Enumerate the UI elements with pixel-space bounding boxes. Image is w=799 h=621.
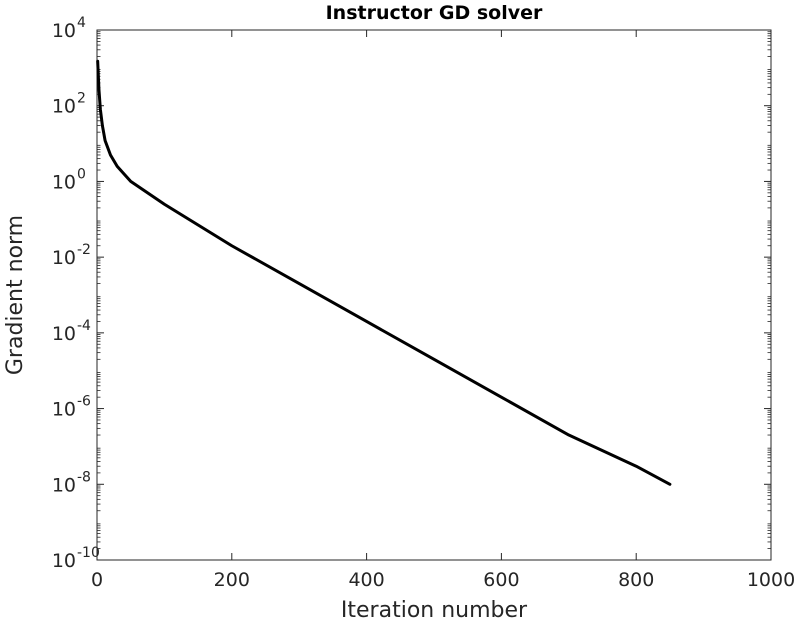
y-tick-label: 10 <box>52 96 76 118</box>
y-tick-label: 10 <box>52 323 76 345</box>
y-tick-exponent: 4 <box>77 15 86 31</box>
y-tick-exponent: 0 <box>77 166 86 182</box>
y-tick-label: 10 <box>52 20 76 42</box>
y-tick-exponent: -6 <box>77 394 91 410</box>
y-tick-label: 10 <box>52 474 76 496</box>
y-tick-label: 10 <box>52 399 76 421</box>
y-tick-label: 10 <box>52 171 76 193</box>
y-tick-exponent: -8 <box>77 469 91 485</box>
y-tick-label: 10 <box>52 247 76 269</box>
x-tick-label: 0 <box>91 569 103 591</box>
x-axis-label: Iteration number <box>341 598 528 621</box>
y-tick-exponent: -4 <box>77 318 91 334</box>
y-tick-exponent: 2 <box>77 91 86 107</box>
x-tick-label: 800 <box>618 569 654 591</box>
y-tick-exponent: -10 <box>77 545 100 561</box>
y-tick-label: 10 <box>52 550 76 572</box>
plot-area <box>96 29 772 561</box>
x-tick-label: 600 <box>483 569 519 591</box>
y-tick-exponent: -2 <box>77 242 91 258</box>
x-tick-label: 1000 <box>747 569 795 591</box>
y-axis-label: Gradient norm <box>3 215 28 375</box>
x-tick-label: 400 <box>348 569 384 591</box>
x-tick-label: 200 <box>214 569 250 591</box>
chart-title: Instructor GD solver <box>326 2 543 24</box>
x-axis-ticks: 0 200 400 600 800 1000 <box>91 30 795 591</box>
series-line <box>96 59 672 486</box>
